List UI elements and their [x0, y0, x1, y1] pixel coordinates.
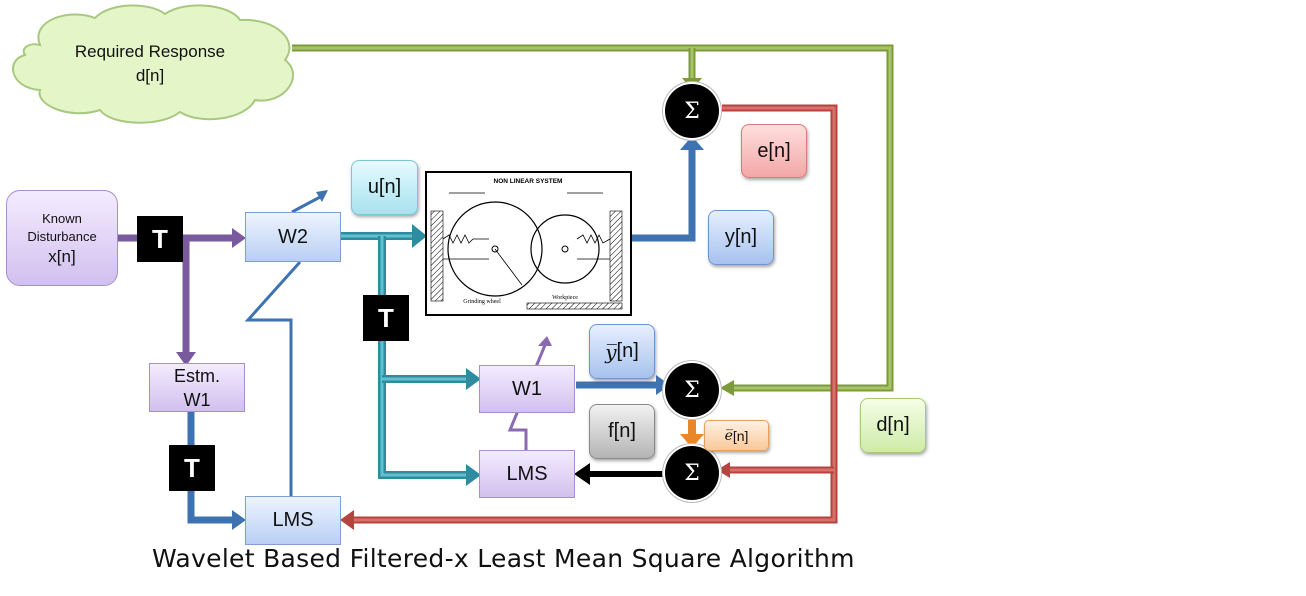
sum-junction-middle: Σ	[665, 363, 719, 417]
ebar-suffix: [n]	[732, 427, 749, 444]
ebar-signal-tag: e̅ [n]	[704, 420, 769, 451]
arrowhead-blue-sum-top	[680, 136, 704, 150]
arrowhead-w1-adapt	[538, 336, 552, 346]
ebar-symbol: e̅	[724, 427, 733, 444]
cloud-line-2: d[n]	[135, 66, 165, 85]
plant-label-right: Workpiece	[552, 295, 578, 301]
sum-junction-top: Σ	[665, 84, 719, 138]
arrowhead-teal-plant	[412, 224, 427, 248]
arrowhead-teal-w1	[466, 368, 481, 390]
required-response-cloud	[12, 4, 295, 124]
delay-t-block-1: T	[137, 216, 183, 262]
error-signal-path	[350, 104, 838, 524]
lms-block-middle: LMS	[479, 450, 575, 498]
estm-line-1: Estm.	[173, 365, 220, 386]
arrowhead-purple-w2	[232, 228, 246, 248]
u-signal-tag: u[n]	[351, 160, 418, 215]
disturbance-line-3: x[n]	[48, 247, 76, 266]
e-signal-tag: e[n]	[741, 124, 807, 178]
w2-block: W2	[245, 212, 341, 262]
delay-t-block-2: T	[363, 295, 409, 341]
w1-block: W1	[479, 365, 575, 413]
known-disturbance-block: Known Disturbance x[n]	[6, 190, 118, 286]
arrowhead-red-lms	[340, 510, 354, 530]
arrowhead-w2-adapt	[316, 190, 328, 202]
sum-junction-bottom: Σ	[665, 446, 719, 500]
nonlinear-system-plant: NON LINEAR SYSTEM Grinding wheel Workpie…	[425, 171, 632, 316]
cloud-line-1: Required Response	[74, 42, 226, 61]
ybar-signal-tag: y̅ [n]	[589, 324, 655, 379]
grinding-diagram: NON LINEAR SYSTEM Grinding wheel Workpie…	[430, 178, 623, 310]
lms-block-bottom: LMS	[245, 496, 341, 545]
output-signal-path	[576, 146, 696, 389]
arrowhead-blue-sum-mid	[656, 375, 670, 395]
ybar-suffix: [n]	[616, 340, 639, 362]
disturbance-line-1: Known	[42, 211, 82, 226]
arrowhead-orange	[680, 434, 704, 448]
arrowhead-black-lms	[574, 463, 590, 485]
f-signal-tag: f[n]	[589, 404, 655, 459]
diagram-caption: Wavelet Based Filtered-x Least Mean Squa…	[152, 544, 855, 573]
required-response-label: Required Response d[n]	[40, 34, 260, 94]
arrowhead-teal-lms	[466, 464, 481, 486]
y-signal-tag: y[n]	[708, 210, 774, 265]
arrowhead-purple-estm	[176, 352, 196, 366]
arrowhead-green-sum-mid	[720, 380, 734, 396]
d-signal-tag: d[n]	[860, 398, 926, 453]
plant-label-left: Grinding wheel	[463, 299, 501, 305]
w2-adaptation-line	[244, 194, 323, 496]
plant-title: NON LINEAR SYSTEM	[494, 178, 563, 185]
delay-t-block-3: T	[169, 445, 215, 491]
arrowhead-blue-lms	[232, 510, 246, 530]
estm-w1-block: Estm. W1	[149, 363, 245, 412]
disturbance-line-2: Disturbance	[27, 229, 97, 244]
estm-line-2: W1	[183, 389, 211, 410]
ybar-symbol: y̅	[605, 339, 617, 364]
arrowhead-red-sum-bottom	[717, 462, 730, 478]
